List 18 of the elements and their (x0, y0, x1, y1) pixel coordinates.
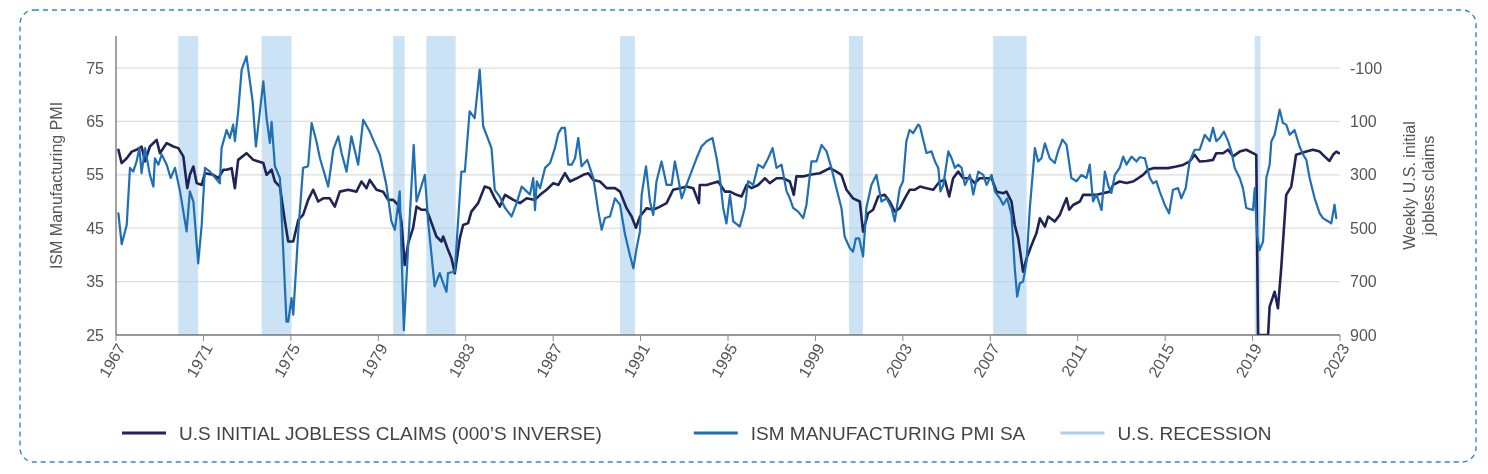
legend-label: U.S INITIAL JOBLESS CLAIMS (000’S INVERSE) (179, 422, 602, 444)
y2-tick-label: 900 (1350, 326, 1377, 344)
y-tick-label: 65 (86, 113, 105, 131)
y-tick-label: 55 (86, 166, 105, 184)
line-series (117, 55, 1338, 332)
y2-axis-title: Weekly U.S. initial jobless claims (1400, 121, 1437, 250)
legend-label: U.S. RECESSION (1117, 422, 1272, 444)
y2-tick-label: 700 (1350, 273, 1377, 291)
legend-label: ISM MANUFACTURING PMI SA (750, 422, 1026, 444)
y2-tick-label: 300 (1350, 166, 1377, 184)
y2-tick-label: -100 (1350, 59, 1383, 77)
y2-tick-label: 500 (1350, 219, 1377, 237)
y2-tick-label: 100 (1350, 113, 1377, 131)
y-tick-label: 25 (86, 326, 105, 344)
y-tick-label: 75 (86, 59, 105, 77)
y-tick-label: 45 (86, 219, 105, 237)
y-axis-title: ISM Manufacturing PMI (48, 101, 65, 270)
y-tick-label: 35 (86, 273, 105, 291)
